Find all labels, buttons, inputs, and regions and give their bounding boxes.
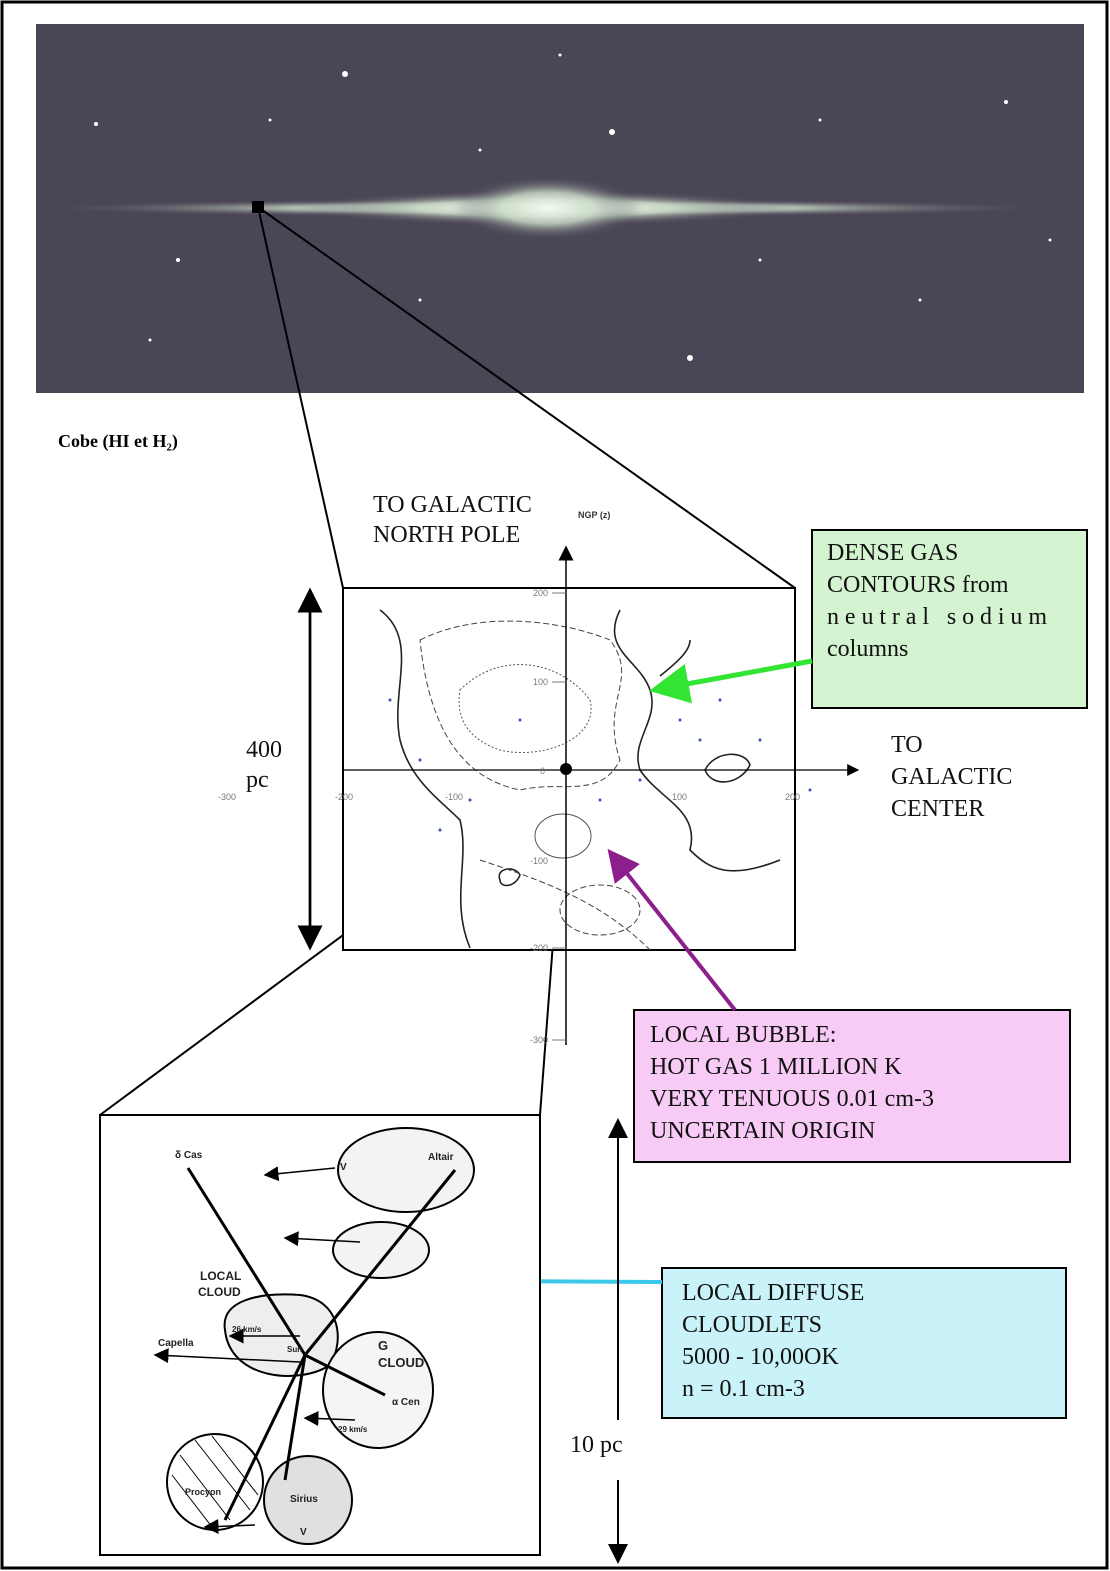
inset-label: CLOUD	[198, 1285, 241, 1299]
y-tick: -100	[530, 856, 548, 866]
box-text: CONTOURS from	[827, 572, 1009, 598]
box-text: DENSE GAS	[827, 540, 958, 566]
inset-label: Sun	[287, 1345, 302, 1354]
inset-label: Altair	[428, 1152, 454, 1163]
local-cloud-inset	[100, 1115, 540, 1555]
y-tick: 100	[533, 677, 548, 687]
x-tick: -200	[335, 792, 353, 802]
x-tick: -100	[445, 792, 463, 802]
scale-value: 400	[246, 737, 282, 763]
inset-label: 26 km/s	[232, 1325, 262, 1334]
y-tick: 200	[533, 588, 548, 598]
inset-label: Sirius	[290, 1494, 318, 1505]
inset-label: CLOUD	[378, 1355, 424, 1370]
box-text: VERY TENUOUS 0.01 cm-3	[650, 1086, 934, 1112]
figure: Cobe (HI et H₂)	[0, 0, 1110, 1571]
inset-label: δ Cas	[175, 1150, 203, 1161]
box-text: n = 0.1 cm-3	[682, 1376, 805, 1402]
box-text: 5000 - 10,00OK	[682, 1344, 839, 1370]
y-tick: 0	[540, 766, 545, 776]
box-text: columns	[827, 636, 908, 662]
x-tick: 100	[672, 792, 687, 802]
scale-unit: pc	[246, 767, 269, 793]
x-tick: -300	[218, 792, 236, 802]
inset-label: LOCAL	[200, 1269, 241, 1283]
inset-scale: 10 pc	[570, 1432, 623, 1458]
box-text: LOCAL BUBBLE:	[650, 1022, 836, 1048]
box-text: LOCAL DIFFUSE	[682, 1280, 864, 1306]
box-text: HOT GAS 1 MILLION K	[650, 1054, 902, 1080]
center-label: CENTER	[891, 796, 984, 822]
inset-label: Procyon	[185, 1487, 221, 1497]
box-text: CLOUDLETS	[682, 1312, 822, 1338]
inset-label: G	[378, 1338, 388, 1353]
ngp-label: NGP (z)	[578, 510, 610, 520]
center-label: GALACTIC	[891, 764, 1012, 790]
inset-label: α Cen	[392, 1397, 420, 1408]
inset-label: Capella	[158, 1338, 194, 1349]
galaxy-image	[35, 24, 1084, 393]
north-label: TO GALACTIC	[373, 492, 532, 518]
north-label: NORTH POLE	[373, 522, 520, 548]
y-tick: -200	[530, 943, 548, 953]
box-text: UNCERTAIN ORIGIN	[650, 1118, 875, 1144]
inset-label: 29 km/s	[338, 1425, 368, 1434]
center-label: TO	[891, 732, 923, 758]
inset-label: V	[300, 1527, 307, 1538]
y-tick: -300	[530, 1035, 548, 1045]
inset-label: V	[340, 1162, 347, 1173]
gas-map: 200 100 0 -100 -200 -300 -300 -200 -100 …	[218, 547, 858, 1045]
caption: Cobe (HI et H₂)	[58, 431, 178, 452]
x-tick: 200	[785, 792, 800, 802]
